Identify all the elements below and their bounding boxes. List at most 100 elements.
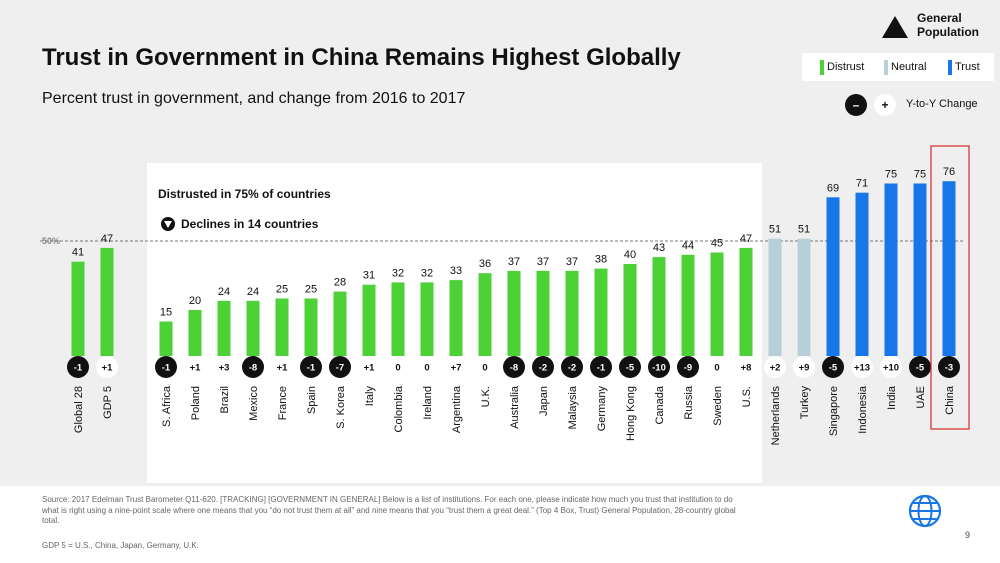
bar-uae (913, 183, 927, 356)
minus-circle-icon (845, 94, 867, 116)
minus-symbol: – (853, 98, 860, 112)
value-label-u-s: 47 (740, 233, 752, 245)
category-label-australia: Australia (509, 385, 521, 429)
change-label-italy: +1 (364, 363, 376, 374)
change-label-uae: -5 (916, 363, 925, 374)
value-label-gdp-5: 47 (101, 233, 113, 245)
globe-icon (908, 494, 942, 528)
legend-yty-change: Y-to-Y Change (906, 98, 978, 110)
category-label-france: France (277, 386, 289, 420)
value-label-turkey: 51 (798, 224, 810, 236)
category-label-u-s: U.S. (741, 386, 753, 407)
bar-france (275, 298, 289, 356)
triangle-icon (882, 16, 908, 38)
category-label-brazil: Brazil (219, 386, 231, 414)
category-label-ireland: Ireland (422, 386, 434, 420)
bar-germany (594, 268, 608, 356)
bar-spain (304, 298, 318, 356)
change-circle-s-africa (155, 356, 177, 378)
legend-distrust-swatch (820, 60, 824, 75)
bar-hong-kong (623, 264, 637, 356)
change-circle-sweden (706, 356, 728, 378)
bar-s-korea (333, 291, 347, 356)
category-label-spain: Spain (306, 386, 318, 414)
change-label-s-africa: -1 (162, 363, 171, 374)
change-circle-uae (909, 356, 931, 378)
legend-distrust: Distrust (820, 60, 865, 75)
bar-argentina (449, 280, 463, 356)
change-label-mexico: -8 (249, 363, 257, 374)
category-label-poland: Poland (190, 386, 202, 420)
change-circle-ireland (416, 356, 438, 378)
value-label-indonesia: 71 (856, 178, 868, 190)
value-label-global-28: 41 (72, 247, 84, 259)
value-label-s-africa: 15 (160, 307, 172, 319)
bar-global-28 (71, 261, 85, 356)
gdp-note: GDP 5 = U.S., China, Japan, Germany, U.K… (42, 541, 199, 550)
change-circle-canada (648, 356, 670, 378)
bar-poland (188, 310, 202, 356)
change-label-russia: -9 (684, 363, 692, 374)
bar-sweden (710, 252, 724, 356)
bar-japan (536, 270, 550, 356)
legend-trust: Trust (948, 60, 980, 75)
change-label-poland: +1 (190, 363, 202, 374)
category-label-italy: Italy (364, 386, 376, 407)
change-circle-global-28 (67, 356, 89, 378)
bar-u-s (739, 247, 753, 356)
value-label-brazil: 24 (218, 286, 230, 298)
value-label-singapore: 69 (827, 182, 839, 194)
change-label-china: -3 (945, 363, 953, 374)
category-label-india: India (886, 385, 898, 410)
change-circle-spain (300, 356, 322, 378)
value-label-mexico: 24 (247, 286, 259, 298)
change-label-s-korea: -7 (336, 363, 344, 374)
callout-declines: Declines in 14 countries (181, 217, 319, 231)
change-circle-japan (532, 356, 554, 378)
category-label-hong-kong: Hong Kong (625, 386, 637, 441)
bar-canada (652, 257, 666, 356)
bar-u-k (478, 273, 492, 356)
value-label-italy: 31 (363, 270, 375, 282)
value-label-netherlands: 51 (769, 224, 781, 236)
change-circle-singapore (822, 356, 844, 378)
category-label-malaysia: Malaysia (567, 385, 579, 429)
category-label-mexico: Mexico (248, 386, 260, 421)
category-label-japan: Japan (538, 386, 550, 416)
change-label-india: +10 (883, 363, 899, 374)
change-circle-argentina (445, 356, 467, 378)
change-label-ireland: 0 (424, 363, 429, 374)
source-note: Source: 2017 Edelman Trust Barometer Q11… (42, 495, 736, 525)
page-title: Trust in Government in China Remains Hig… (42, 44, 681, 71)
change-label-germany: -1 (597, 363, 606, 374)
change-label-hong-kong: -5 (626, 363, 635, 374)
category-label-colombia: Colombia (393, 385, 405, 432)
category-label-germany: Germany (596, 386, 608, 432)
bar-malaysia (565, 270, 579, 356)
chart-marks: 41 -1 Global 28 47 +1 GDP 5 15 -1 S. Africa 20 +1 P… (67, 145, 970, 445)
change-label-u-s: +8 (741, 363, 752, 374)
category-label-turkey: Turkey (799, 386, 811, 420)
category-label-uae: UAE (915, 386, 927, 409)
bar-australia (507, 270, 521, 356)
legend-neutral-swatch (884, 60, 888, 75)
yty-legend-icons: – + (845, 94, 896, 116)
bar-brazil (217, 300, 231, 356)
legend-neutral: Neutral (884, 60, 926, 75)
change-label-singapore: -5 (829, 363, 838, 374)
plus-symbol: + (881, 98, 888, 112)
change-label-sweden: 0 (714, 363, 719, 374)
legend-trust-label: Trust (955, 61, 980, 73)
change-circle-brazil (213, 356, 235, 378)
bar-mexico (246, 300, 260, 356)
callout-distrusted: Distrusted in 75% of countries (158, 187, 331, 201)
value-label-australia: 37 (508, 256, 520, 268)
plus-circle-icon (874, 94, 896, 116)
value-label-france: 25 (276, 284, 288, 296)
change-label-australia: -8 (510, 363, 518, 374)
legend-distrust-label: Distrust (827, 61, 865, 73)
value-label-ireland: 32 (421, 267, 433, 279)
bar-gdp-5 (100, 247, 114, 356)
change-label-u-k: 0 (482, 363, 487, 374)
value-label-hong-kong: 40 (624, 249, 636, 261)
